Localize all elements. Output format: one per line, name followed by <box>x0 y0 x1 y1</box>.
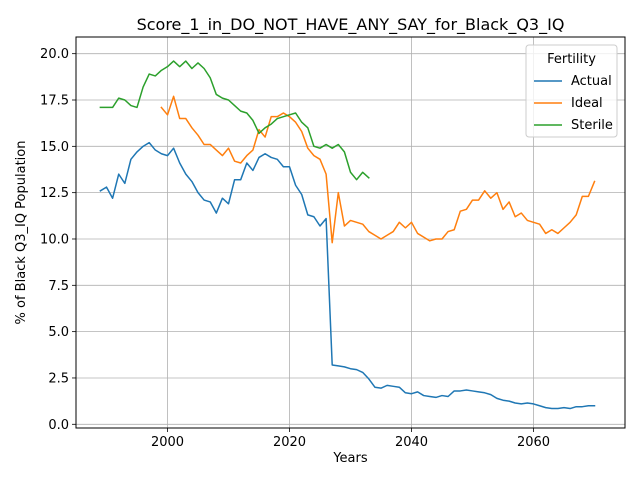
legend-label-ideal: Ideal <box>571 96 603 111</box>
x-axis-label: Years <box>332 451 368 466</box>
y-tick-label: 17.5 <box>40 94 69 109</box>
x-axis: 2000 2020 2040 2060 <box>151 428 550 450</box>
y-tick-label: 2.5 <box>48 371 69 386</box>
x-tick-label: 2040 <box>395 435 428 450</box>
y-tick-label: 5.0 <box>48 325 69 340</box>
series-line-ideal <box>160 95 596 244</box>
y-tick-label: 20.0 <box>40 47 69 62</box>
grid-lines <box>76 37 625 428</box>
y-tick-label: 7.5 <box>48 279 69 294</box>
x-tick-label: 2000 <box>151 435 184 450</box>
series-line-sterile <box>99 60 370 181</box>
legend-box <box>525 44 618 138</box>
series-line-actual <box>99 141 596 410</box>
legend-entries: Actual Ideal Sterile <box>534 74 613 133</box>
y-tick-label: 10.0 <box>40 232 69 247</box>
y-tick-label: 15.0 <box>40 140 69 155</box>
plot-frame <box>75 36 626 429</box>
legend-label-sterile: Sterile <box>571 118 613 133</box>
legend: Fertility Actual Ideal Sterile <box>525 44 618 138</box>
y-axis-label: % of Black Q3_IQ Population <box>14 141 29 325</box>
x-tick-label: 2060 <box>517 435 550 450</box>
legend-label-actual: Actual <box>571 74 612 89</box>
y-tick-label: 0.0 <box>48 418 69 433</box>
y-tick-label: 12.5 <box>40 186 69 201</box>
series-layer <box>99 60 596 410</box>
y-axis: 0.0 2.5 5.0 7.5 10.0 12.5 15.0 17.5 20.0 <box>40 47 76 433</box>
chart-title: Score_1_in_DO_NOT_HAVE_ANY_SAY_for_Black… <box>137 15 565 35</box>
legend-title: Fertility <box>547 52 596 67</box>
x-tick-label: 2020 <box>273 435 306 450</box>
